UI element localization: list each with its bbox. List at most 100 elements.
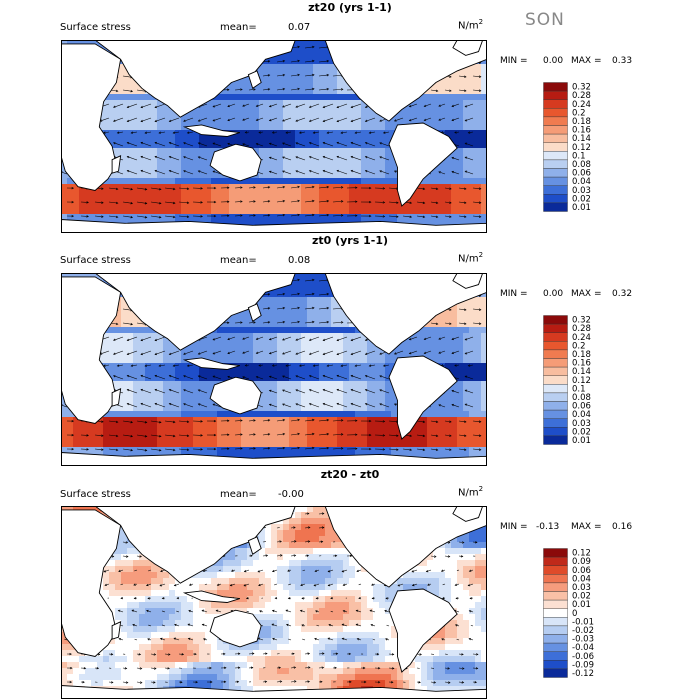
unit-exponent: 2 — [478, 485, 484, 493]
colorbar-swatch — [543, 332, 568, 342]
land-samerica — [388, 355, 458, 440]
stress-map — [61, 506, 487, 699]
colorbar-swatch — [543, 548, 568, 558]
colorbar-swatch — [543, 392, 568, 402]
colorbar-swatch — [543, 82, 568, 92]
colorbar-swatch — [543, 159, 568, 169]
panel-unit: N/m2 — [458, 18, 483, 31]
colorbar-label: 0.01 — [572, 600, 591, 610]
colorbar-label: 0.24 — [572, 333, 591, 343]
land-namerica — [324, 273, 487, 355]
unit-base: N/m — [458, 253, 479, 265]
panel-mean-value: 0.07 — [288, 22, 311, 33]
colorbar-label: -0.02 — [572, 626, 594, 636]
land-antarctica — [61, 685, 487, 699]
land-masses — [61, 273, 487, 466]
min-label: MIN = — [500, 56, 528, 66]
colorbar-label: 0.03 — [572, 583, 591, 593]
colorbar-label: 0.2 — [572, 341, 586, 351]
land-masses — [61, 506, 487, 699]
map-frame — [61, 40, 487, 233]
colorbar-label: 0.24 — [572, 100, 591, 110]
colorbar-swatch — [543, 349, 568, 359]
colorbar-label: 0.28 — [572, 324, 591, 334]
colorbar-swatch — [543, 565, 568, 575]
land-samerica — [388, 588, 458, 673]
land-masses — [61, 40, 487, 233]
land-antarctica — [61, 452, 487, 466]
land-samerica — [388, 122, 458, 207]
colorbar-label: 0.08 — [572, 393, 591, 403]
colorbar-label: -0.12 — [572, 669, 594, 679]
unit-base: N/m — [458, 20, 479, 32]
colorbar-label: 0.02 — [572, 592, 591, 602]
panel-mean-value: 0.08 — [288, 255, 311, 266]
colorbar-swatch — [543, 375, 568, 385]
colorbar-swatch — [543, 315, 568, 325]
colorbar-swatch — [543, 384, 568, 394]
colorbar-label: 0.12 — [572, 143, 591, 153]
colorbar-swatch — [543, 99, 568, 109]
min-value: 0.00 — [543, 289, 564, 299]
colorbar-label: 0.06 — [572, 402, 591, 412]
max-label: MAX = — [571, 289, 602, 299]
colorbar-label: 0.1 — [572, 151, 586, 161]
colorbar-label: -0.04 — [572, 643, 594, 653]
colorbar-swatch — [543, 90, 568, 100]
colorbar-swatch — [543, 556, 568, 566]
colorbar-label: 0.14 — [572, 134, 591, 144]
colorbar-swatch — [543, 418, 568, 428]
colorbar-label: 0.09 — [572, 557, 591, 567]
colorbar-swatch — [543, 133, 568, 143]
colorbar-swatch — [543, 366, 568, 376]
max-label: MAX = — [571, 522, 602, 532]
colorbar-label: 0.06 — [572, 566, 591, 576]
max-value: 0.32 — [612, 289, 633, 299]
colorbar-label: 0.01 — [572, 203, 591, 213]
colorbar-swatch — [543, 435, 568, 445]
colorbar-swatch — [543, 151, 568, 161]
colorbar-swatch — [543, 185, 568, 195]
colorbar-label: 0.28 — [572, 91, 591, 101]
colorbar-swatch — [543, 202, 568, 212]
colorbar-label: 0.04 — [572, 574, 591, 584]
colorbar-label: 0.12 — [572, 376, 591, 386]
land-eurasia — [94, 40, 296, 118]
stress-map — [61, 40, 487, 233]
panel-unit: N/m2 — [458, 485, 483, 498]
land-greenland — [452, 506, 484, 522]
colorbar-label: 0.08 — [572, 160, 591, 170]
colorbar-swatch — [543, 651, 568, 661]
land-japan — [247, 303, 262, 323]
colorbar-label: 0.02 — [572, 427, 591, 437]
colorbar-swatch — [543, 409, 568, 419]
land-namerica — [324, 506, 487, 588]
panel-unit: N/m2 — [458, 251, 483, 264]
colorbar-swatch — [543, 142, 568, 152]
min-value: 0.00 — [543, 56, 564, 66]
colorbar-label: 0.04 — [572, 177, 591, 187]
max-value: 0.16 — [612, 522, 633, 532]
panel-mean-label: mean= — [220, 22, 257, 33]
land-greenland — [452, 273, 484, 289]
land-indo — [182, 124, 241, 137]
colorbar-swatch — [543, 642, 568, 652]
land-madag — [111, 388, 122, 407]
colorbar-label: 0.01 — [572, 436, 591, 446]
colorbar-label: 0.1 — [572, 384, 586, 394]
colorbar-label: -0.03 — [572, 635, 594, 645]
panel-title: zt20 - zt0 — [320, 468, 380, 481]
panel-field-label: Surface stress — [60, 22, 131, 33]
land-africa — [61, 43, 122, 191]
land-japan — [247, 70, 262, 90]
land-africa — [61, 509, 122, 657]
max-label: MAX = — [571, 56, 602, 66]
min-label: MIN = — [500, 289, 528, 299]
colorbar-label: 0.14 — [572, 367, 591, 377]
colorbar-swatch — [543, 176, 568, 186]
land-australia — [209, 143, 262, 182]
season-label: SON — [525, 10, 565, 30]
land-greenland — [452, 40, 484, 56]
colorbar-label: 0.16 — [572, 126, 591, 136]
colorbar-swatch — [543, 625, 568, 635]
